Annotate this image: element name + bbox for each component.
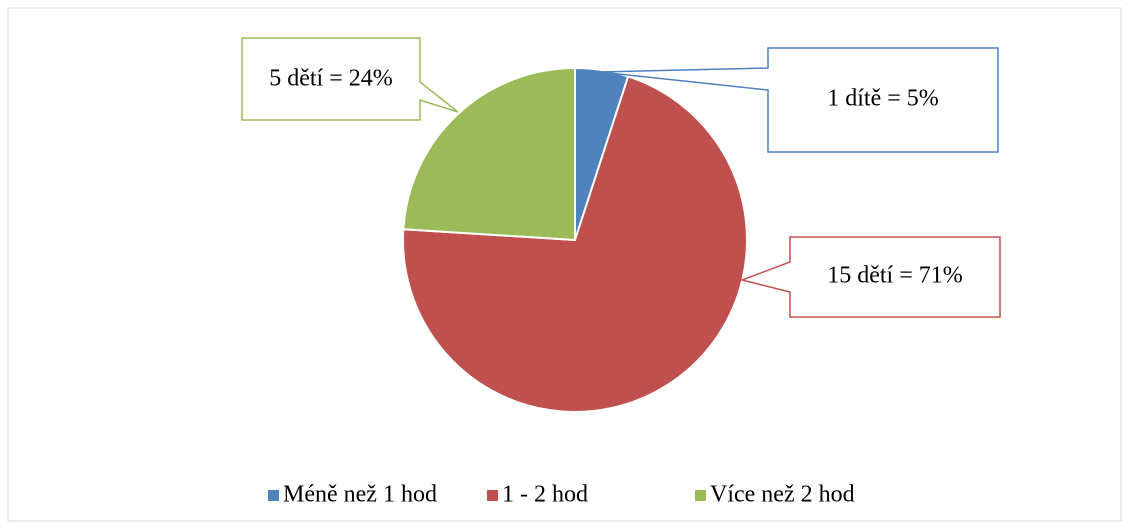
data-label: 5 dětí = 24% (269, 66, 393, 92)
legend-swatch (487, 490, 498, 501)
legend-label: Méně než 1 hod (283, 482, 437, 508)
callout-box (241, 37, 459, 121)
callout-box (599, 47, 999, 153)
data-label: 1 dítě = 5% (827, 86, 939, 112)
legend-label: 1 - 2 hod (502, 482, 588, 508)
pie-slice (402, 66, 576, 242)
pie-slice (402, 75, 748, 413)
data-label: 15 dětí = 71% (827, 263, 963, 289)
callout-box (739, 236, 1001, 318)
legend-swatch (268, 490, 279, 501)
legend-swatch (695, 490, 706, 501)
legend-label: Více než 2 hod (710, 482, 855, 508)
